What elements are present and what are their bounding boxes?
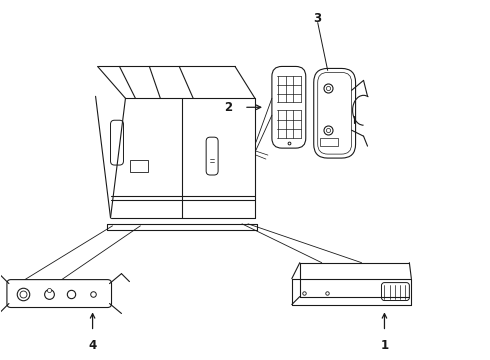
Text: 4: 4 (89, 339, 97, 352)
Bar (130, 160, 148, 172)
Text: 1: 1 (380, 339, 389, 352)
Bar (319, 138, 338, 146)
Text: 2: 2 (224, 101, 232, 114)
Text: 3: 3 (314, 12, 322, 25)
